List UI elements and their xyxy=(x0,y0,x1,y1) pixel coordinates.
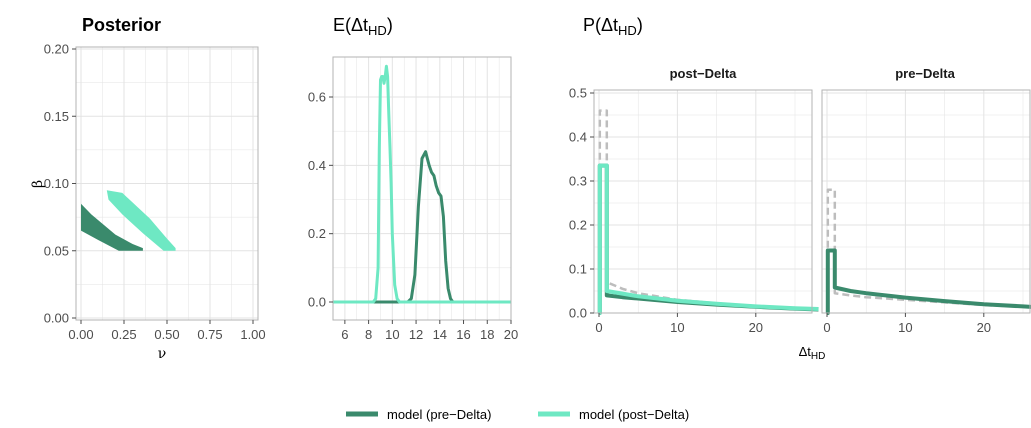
pre-delta-lines xyxy=(825,188,1031,315)
post-delta-lines xyxy=(597,109,819,315)
expected-delay-lines xyxy=(333,64,511,304)
post-delta-x-tick-label: 10 xyxy=(670,320,684,335)
expected-delay-x-ticks: 6 8 10 12 14 16 18 20 xyxy=(341,320,518,342)
delay-distribution-y-tick-label: 0.4 xyxy=(569,130,587,145)
delay-distribution-y-tick-label: 0.2 xyxy=(569,218,587,233)
panel-posterior: Posterior 0.00 0.25 0.50 0.75 1.00 0.000.050… xyxy=(30,15,266,362)
panel-expected-delay: E(ΔtHD) 6 8 10 12 14 16 18 20 0.0 0.2 0.4 0.6 xyxy=(308,15,518,342)
post-delta-panel-border xyxy=(593,89,813,314)
posterior-region-post-delta xyxy=(106,190,176,251)
pre-delta-model-pre-delta-line xyxy=(825,248,1031,315)
post-delta-data-dashed-line xyxy=(598,109,819,315)
pre-delta-panel-border xyxy=(821,89,1031,314)
posterior-y-ticks: 0.00 0.05 0.10 0.15 0.20 xyxy=(44,42,76,326)
posterior-regions xyxy=(81,190,176,251)
posterior-y-tick-label: 0.05 xyxy=(44,243,69,258)
legend-label-post-delta: model (post−Delta) xyxy=(579,407,689,422)
expected-delay-x-tick-label: 10 xyxy=(385,327,399,342)
post-delta-x-tick-label: 20 xyxy=(749,320,763,335)
expected-delay-y-tick-label: 0.4 xyxy=(308,158,326,173)
pre-delta-x-tick-label: 20 xyxy=(977,320,991,335)
posterior-region-pre-delta xyxy=(81,203,143,251)
expected-delay-x-tick-label: 6 xyxy=(341,327,348,342)
expected-delay-y-tick-label: 0.2 xyxy=(308,226,326,241)
posterior-x-tick-label: 0.25 xyxy=(111,327,136,342)
pre-delta-grid xyxy=(822,90,1030,314)
expected-delay-x-tick-label: 14 xyxy=(433,327,447,342)
pre-delta-x-ticks: 0 10 20 xyxy=(823,313,991,335)
posterior-x-tick-label: 1.00 xyxy=(240,327,265,342)
pre-delta-x-tick-label: 0 xyxy=(823,320,830,335)
pre-delta-x-tick-label: 10 xyxy=(898,320,912,335)
expected-delay-grid xyxy=(332,57,512,320)
expected-delay-x-tick-label: 8 xyxy=(365,327,372,342)
expected-delay-line-post-delta xyxy=(333,64,511,304)
delay-distribution-y-ticks: 0.0 0.1 0.2 0.3 0.4 0.5 xyxy=(569,86,594,321)
expected-delay-y-tick-label: 0.6 xyxy=(308,90,326,105)
delay-distribution-y-tick-label: 0.0 xyxy=(569,306,587,321)
legend-label-pre-delta: model (pre−Delta) xyxy=(387,407,491,422)
expected-delay-x-tick-label: 12 xyxy=(409,327,423,342)
expected-delay-y-tick-label: 0.0 xyxy=(308,295,326,310)
delay-distribution-x-label: ΔtHD xyxy=(799,344,826,362)
pre-delta-data-dashed-line xyxy=(826,188,1031,315)
posterior-y-tick-label: 0.15 xyxy=(44,109,69,124)
posterior-x-ticks: 0.00 0.25 0.50 0.75 1.00 xyxy=(68,320,266,342)
delay-distribution-title: P(ΔtHD) xyxy=(583,15,643,38)
expected-delay-title: E(ΔtHD) xyxy=(333,15,393,38)
post-delta-x-ticks: 0 10 20 xyxy=(595,313,763,335)
post-delta-grid xyxy=(594,90,812,314)
facet-label-pre-delta: pre−Delta xyxy=(895,66,955,81)
posterior-title: Posterior xyxy=(82,15,161,35)
posterior-x-tick-label: 0.50 xyxy=(154,327,179,342)
delay-distribution-y-tick-label: 0.5 xyxy=(569,86,587,101)
expected-delay-x-tick-label: 20 xyxy=(504,327,518,342)
expected-delay-x-tick-label: 18 xyxy=(480,327,494,342)
posterior-y-tick-label: 0.10 xyxy=(44,176,69,191)
expected-delay-y-ticks: 0.0 0.2 0.4 0.6 xyxy=(308,90,333,310)
panel-delay-distribution: P(ΔtHD) post−Delta pre−Delta 0.00.10.20.… xyxy=(569,15,1031,362)
posterior-y-label: β xyxy=(30,180,46,188)
delay-distribution-y-tick-label: 0.1 xyxy=(569,262,587,277)
posterior-x-label: ν xyxy=(158,346,167,362)
posterior-x-tick-label: 0.75 xyxy=(197,327,222,342)
facet-label-post-delta: post−Delta xyxy=(670,66,738,81)
posterior-x-tick-label: 0.00 xyxy=(68,327,93,342)
expected-delay-panel-border xyxy=(332,56,512,321)
delay-distribution-y-tick-label: 0.3 xyxy=(569,174,587,189)
expected-delay-x-tick-label: 16 xyxy=(456,327,470,342)
posterior-y-tick-label: 0.20 xyxy=(44,42,69,57)
legend: model (pre−Delta) model (post−Delta) xyxy=(346,407,689,422)
post-delta-model-post-delta-line xyxy=(597,163,819,315)
expected-delay-line-pre-delta xyxy=(333,150,511,304)
post-delta-x-tick-label: 0 xyxy=(595,320,602,335)
posterior-y-tick-label: 0.00 xyxy=(44,311,69,326)
posterior-grid xyxy=(76,47,258,320)
